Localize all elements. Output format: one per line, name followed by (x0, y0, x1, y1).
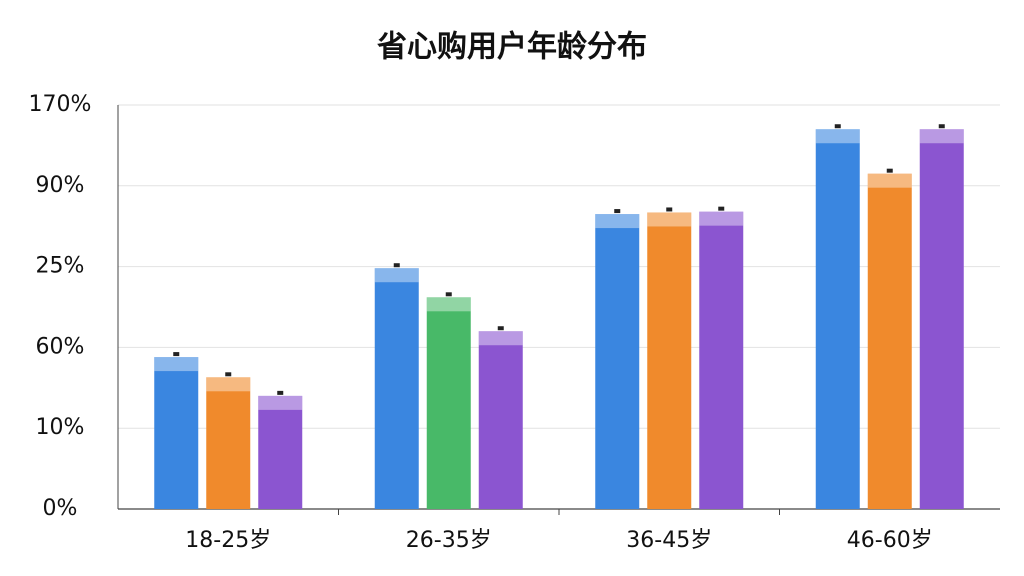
bar-marker (225, 372, 232, 377)
bar-marker (938, 124, 945, 129)
bar-cap (426, 297, 471, 312)
bar-cap (867, 173, 912, 188)
bar-cap (595, 214, 640, 229)
bar-cap (919, 129, 964, 144)
y-tick-label: 10% (36, 415, 85, 440)
bar-cap (154, 357, 199, 372)
bar-marker (497, 326, 504, 331)
bar (154, 357, 199, 509)
bar-cap (374, 268, 419, 283)
bar (815, 129, 860, 510)
bar (206, 377, 251, 509)
bar-cap (699, 211, 744, 226)
y-tick-label: 90% (36, 173, 85, 198)
bar-cap (206, 377, 251, 392)
bar (258, 395, 303, 509)
bar-marker (277, 390, 284, 395)
bar-cap (478, 331, 523, 346)
bar-marker (834, 124, 841, 129)
bar (699, 211, 744, 509)
x-tick-label: 26-35岁 (406, 528, 492, 553)
bar (374, 268, 419, 509)
bar (426, 297, 471, 509)
bar-marker (614, 209, 621, 214)
bar (478, 331, 523, 509)
bar (647, 212, 692, 510)
bar-marker (445, 292, 452, 297)
y-tick-label: 25% (36, 254, 85, 279)
bar-cap (815, 129, 860, 144)
x-tick-label: 18-25岁 (185, 528, 271, 553)
bar-cap (258, 395, 303, 410)
y-tick-label: 60% (36, 334, 85, 359)
bar-marker (173, 352, 180, 357)
bar-cap (647, 212, 692, 227)
bar (595, 214, 640, 509)
y-tick-label: 170% (29, 92, 92, 117)
bar (919, 129, 964, 510)
bar-marker (393, 263, 400, 268)
bar (867, 173, 912, 509)
chart-title: 省心购用户年龄分布 (377, 30, 647, 65)
x-tick-label: 46-60岁 (847, 528, 933, 553)
y-tick-label: 0% (43, 496, 78, 521)
bar-marker (886, 168, 893, 173)
bar-marker (666, 207, 673, 212)
bar-marker (718, 206, 725, 211)
x-tick-label: 36-45岁 (626, 528, 712, 553)
